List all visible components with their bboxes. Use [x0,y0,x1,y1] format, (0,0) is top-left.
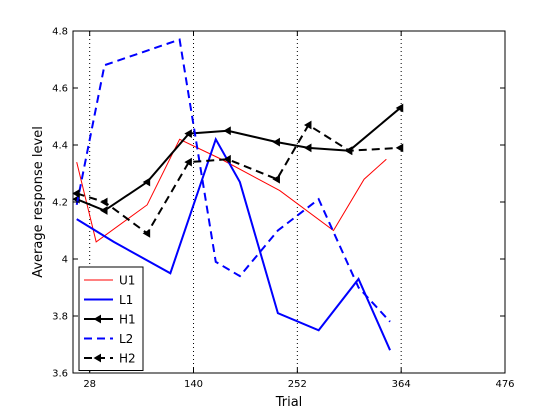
series-point-h1 [100,206,108,215]
x-tick-label: 140 [184,379,203,390]
series-point-h1 [223,126,231,136]
series-line-l1 [76,136,391,351]
series-point-h2 [223,154,231,164]
legend-entry-h2: H2 [84,352,136,366]
y-tick-label: 3.6 [52,369,68,380]
series-line-l2 [75,38,391,323]
x-tick-label: 28 [83,379,96,390]
series-point-h2 [272,174,280,184]
y-tick-label: 4.6 [52,84,68,95]
series-lines [72,38,404,351]
legend-entry-u1: U1 [84,274,135,288]
y-tick-label: 4.4 [52,141,68,152]
legend-label: H2 [119,352,136,366]
axis-ticks [73,30,506,374]
x-tick-label: 252 [288,379,307,390]
series-point-h1 [303,143,312,153]
series-point-h2 [100,197,108,207]
series-point-h1 [395,103,404,113]
legend-marker [93,314,101,324]
y-axis-label: Average response level [31,126,46,278]
series-point-h2 [142,228,151,238]
series-h2 [72,120,404,238]
series-point-h2 [303,120,312,130]
series-point-h2 [344,146,353,156]
series-point-h1 [272,137,280,147]
y-tick-label: 4 [62,255,68,266]
series-point-h2 [184,157,192,167]
legend-entry-l2: L2 [84,332,133,346]
legend-marker [93,353,101,363]
x-axis-label: Trial [275,395,303,410]
y-tick-label: 4.2 [52,198,68,209]
legend-label: L2 [119,332,133,346]
legend-label: L1 [119,293,133,307]
y-tick-labels: 3.6 3.8 4 4.2 4.4 4.6 4.8 [52,27,68,380]
plot-area [72,30,506,374]
legend-entry-l1: L1 [84,293,133,307]
series-l2 [75,38,391,323]
legend-entry-h1: H1 [84,313,136,327]
series-l1 [76,136,391,351]
x-tick-label: 364 [392,379,411,390]
series-point-h2 [72,189,80,198]
series-point-h2 [395,143,404,153]
series-point-h1 [184,129,192,138]
series-point-h1 [142,177,151,187]
x-tick-label: 476 [495,379,514,390]
legend-label: U1 [119,274,135,288]
legend-label: H1 [119,313,136,327]
y-tick-label: 4.8 [52,27,68,38]
plot-background [73,31,505,373]
y-tick-label: 3.8 [52,312,68,323]
x-tick-labels: 28 140 252 364 476 [83,379,514,390]
legend: U1 L1 H1 L2 H2 [78,266,144,371]
series-line-h2 [76,123,401,235]
